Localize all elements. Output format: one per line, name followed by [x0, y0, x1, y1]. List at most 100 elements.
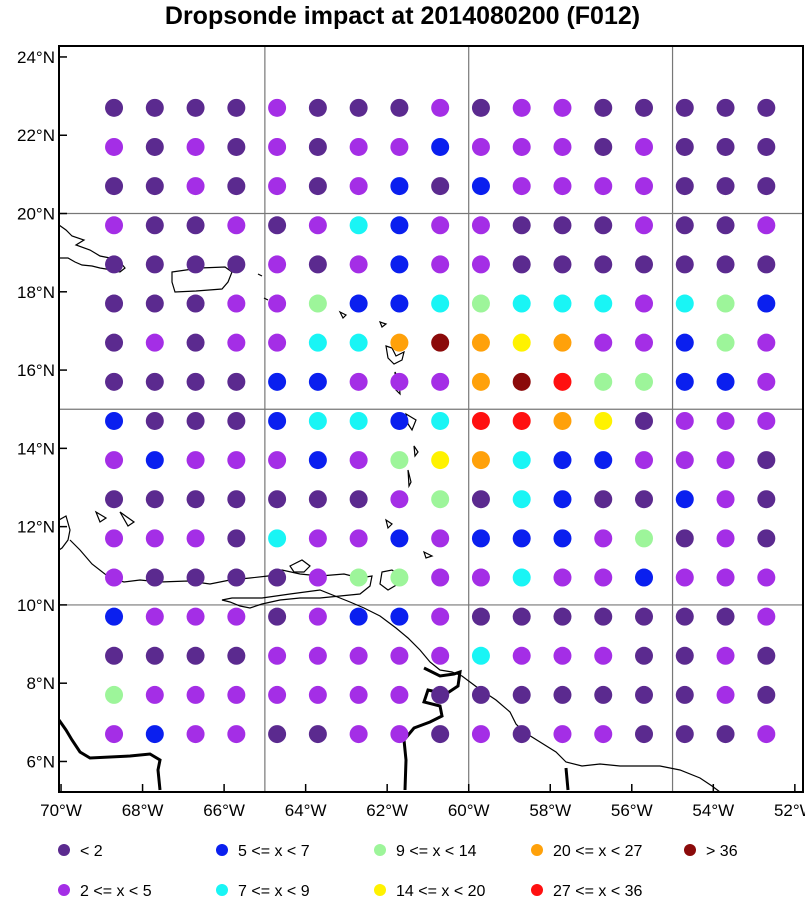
dropsonde-point	[268, 490, 287, 509]
dropsonde-point	[431, 333, 450, 352]
legend-swatch	[374, 844, 386, 856]
dropsonde-point	[349, 529, 368, 548]
dropsonde-point	[431, 372, 450, 391]
map-frame	[58, 45, 804, 793]
dropsonde-point	[308, 137, 327, 156]
legend-label: < 2	[80, 843, 103, 860]
dropsonde-point	[390, 177, 409, 196]
dropsonde-point	[471, 685, 490, 704]
legend-swatch	[531, 884, 543, 896]
dropsonde-point	[308, 333, 327, 352]
dropsonde-point	[308, 646, 327, 665]
dropsonde-point	[390, 490, 409, 509]
dropsonde-point	[268, 646, 287, 665]
dropsonde-point	[635, 98, 654, 117]
dropsonde-point	[390, 685, 409, 704]
dropsonde-point	[308, 255, 327, 274]
legend-label: 14 <= x < 20	[396, 883, 486, 900]
dropsonde-point	[268, 255, 287, 274]
dropsonde-point	[716, 372, 735, 391]
dropsonde-point	[512, 137, 531, 156]
dropsonde-point	[757, 372, 776, 391]
dropsonde-point	[227, 646, 246, 665]
dropsonde-point	[757, 255, 776, 274]
dropsonde-point	[390, 98, 409, 117]
dropsonde-point	[716, 177, 735, 196]
dropsonde-point	[105, 646, 124, 665]
dropsonde-point	[145, 333, 164, 352]
dropsonde-point	[349, 255, 368, 274]
border-colombia	[59, 719, 162, 791]
dropsonde-point	[635, 255, 654, 274]
dropsonde-point	[594, 177, 613, 196]
dropsonde-point	[594, 685, 613, 704]
dropsonde-point	[227, 568, 246, 587]
dropsonde-point	[553, 255, 572, 274]
dropsonde-point	[675, 177, 694, 196]
dropsonde-point	[268, 333, 287, 352]
dropsonde-point	[431, 411, 450, 430]
lon-tick-label: 60°W	[448, 801, 490, 820]
dropsonde-point	[471, 177, 490, 196]
dropsonde-point	[308, 177, 327, 196]
coast-island-8	[422, 550, 434, 559]
dropsonde-point	[227, 411, 246, 430]
dropsonde-point	[145, 98, 164, 117]
dropsonde-point	[512, 177, 531, 196]
dropsonde-point	[716, 216, 735, 235]
dropsonde-point	[635, 607, 654, 626]
dropsonde-point	[512, 646, 531, 665]
dropsonde-point	[308, 490, 327, 509]
dropsonde-point	[186, 607, 205, 626]
dropsonde-point	[675, 451, 694, 470]
dropsonde-point	[471, 137, 490, 156]
dropsonde-point	[268, 98, 287, 117]
dropsonde-point	[594, 529, 613, 548]
dropsonde-point	[553, 490, 572, 509]
dropsonde-point	[186, 372, 205, 391]
dropsonde-point	[308, 529, 327, 548]
legend-swatch	[58, 884, 70, 896]
dropsonde-point	[512, 568, 531, 587]
dropsonde-point	[553, 568, 572, 587]
dropsonde-point	[594, 137, 613, 156]
dropsonde-point	[594, 372, 613, 391]
dropsonde-point	[512, 529, 531, 548]
legend-label: 2 <= x < 5	[80, 883, 152, 900]
dropsonde-point	[553, 216, 572, 235]
lat-tick-label: 18°N	[17, 283, 55, 302]
dropsonde-point	[716, 411, 735, 430]
dropsonde-point	[349, 216, 368, 235]
dropsonde-point	[186, 333, 205, 352]
dropsonde-point	[145, 529, 164, 548]
dropsonde-point	[471, 411, 490, 430]
dropsonde-point	[145, 685, 164, 704]
dropsonde-point	[512, 685, 531, 704]
dropsonde-point	[675, 333, 694, 352]
dropsonde-point	[512, 294, 531, 313]
dropsonde-point	[431, 137, 450, 156]
lat-tick-label: 8°N	[26, 674, 55, 693]
dropsonde-point	[390, 372, 409, 391]
dropsonde-point	[145, 216, 164, 235]
dropsonde-point	[349, 98, 368, 117]
coast-island-7	[385, 518, 393, 530]
dropsonde-point	[635, 685, 654, 704]
dropsonde-point	[635, 646, 654, 665]
dropsonde-point	[594, 451, 613, 470]
dropsonde-point	[186, 451, 205, 470]
dropsonde-point	[635, 294, 654, 313]
dropsonde-point	[716, 294, 735, 313]
dropsonde-point	[390, 607, 409, 626]
dropsonde-point	[431, 646, 450, 665]
dropsonde-point	[227, 529, 246, 548]
dropsonde-point	[471, 451, 490, 470]
dropsonde-point	[268, 685, 287, 704]
dropsonde-point	[716, 646, 735, 665]
dropsonde-point	[105, 451, 124, 470]
dropsonde-point	[308, 216, 327, 235]
dropsonde-point	[308, 685, 327, 704]
dropsonde-point	[145, 451, 164, 470]
dropsonde-point	[308, 98, 327, 117]
dropsonde-point	[308, 607, 327, 626]
